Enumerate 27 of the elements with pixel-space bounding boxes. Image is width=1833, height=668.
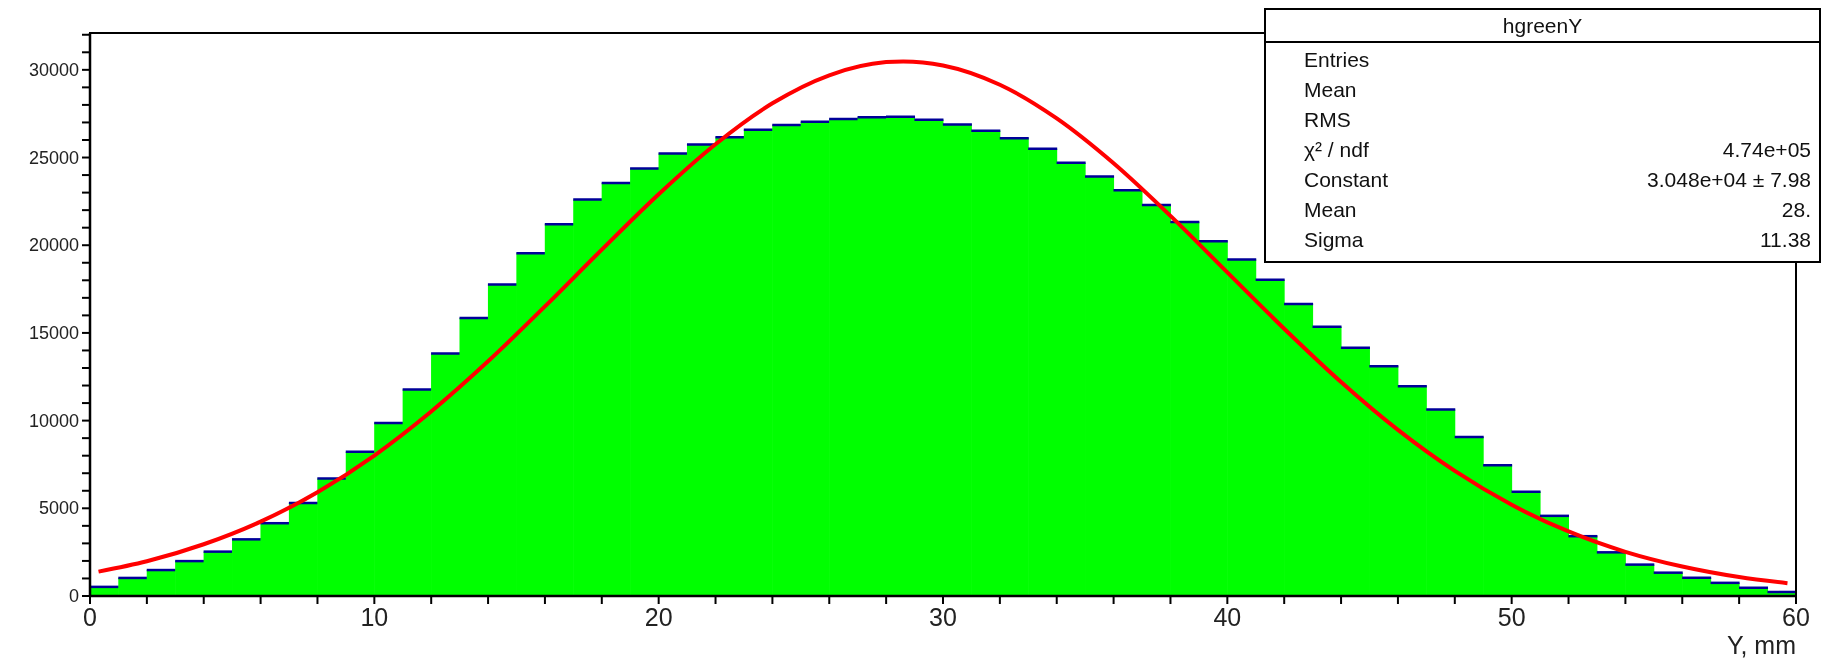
- annotation: 28.: [1781, 197, 1811, 223]
- x-tick-label: 20: [644, 603, 673, 631]
- y-tick-label: 15000: [28, 322, 79, 343]
- y-tick-label: 0: [68, 586, 79, 606]
- y-tick-label: 30000: [28, 59, 79, 80]
- x-tick-label: 10: [360, 603, 389, 631]
- annotation: Sigma: [1304, 227, 1364, 253]
- annotation: Constant: [1304, 167, 1389, 193]
- annotation: Mean: [1304, 77, 1357, 103]
- annotation: 4.74e+05: [1722, 137, 1811, 163]
- annotation: Entries: [1304, 47, 1370, 73]
- annotation: 11.38: [1760, 227, 1811, 253]
- x-tick-label: 40: [1213, 603, 1242, 631]
- x-axis-title: Y, mm: [1727, 630, 1796, 660]
- y-tick-label: 20000: [28, 235, 79, 256]
- y-tick-label: 10000: [28, 410, 79, 431]
- x-tick-label: 0: [83, 603, 97, 631]
- annotation: 3.048e+04 ± 7.98: [1647, 167, 1811, 193]
- y-tick-label: 5000: [38, 498, 79, 519]
- x-tick-label: 30: [929, 603, 957, 631]
- annotation: Mean: [1304, 197, 1357, 223]
- annotation: χ² / ndf: [1304, 137, 1369, 163]
- x-tick-label: 50: [1497, 603, 1526, 631]
- annotation: hgreenY: [1266, 10, 1819, 43]
- x-tick-label: 60: [1782, 603, 1810, 631]
- annotation: RMS: [1304, 107, 1351, 133]
- y-tick-label: 25000: [28, 147, 79, 168]
